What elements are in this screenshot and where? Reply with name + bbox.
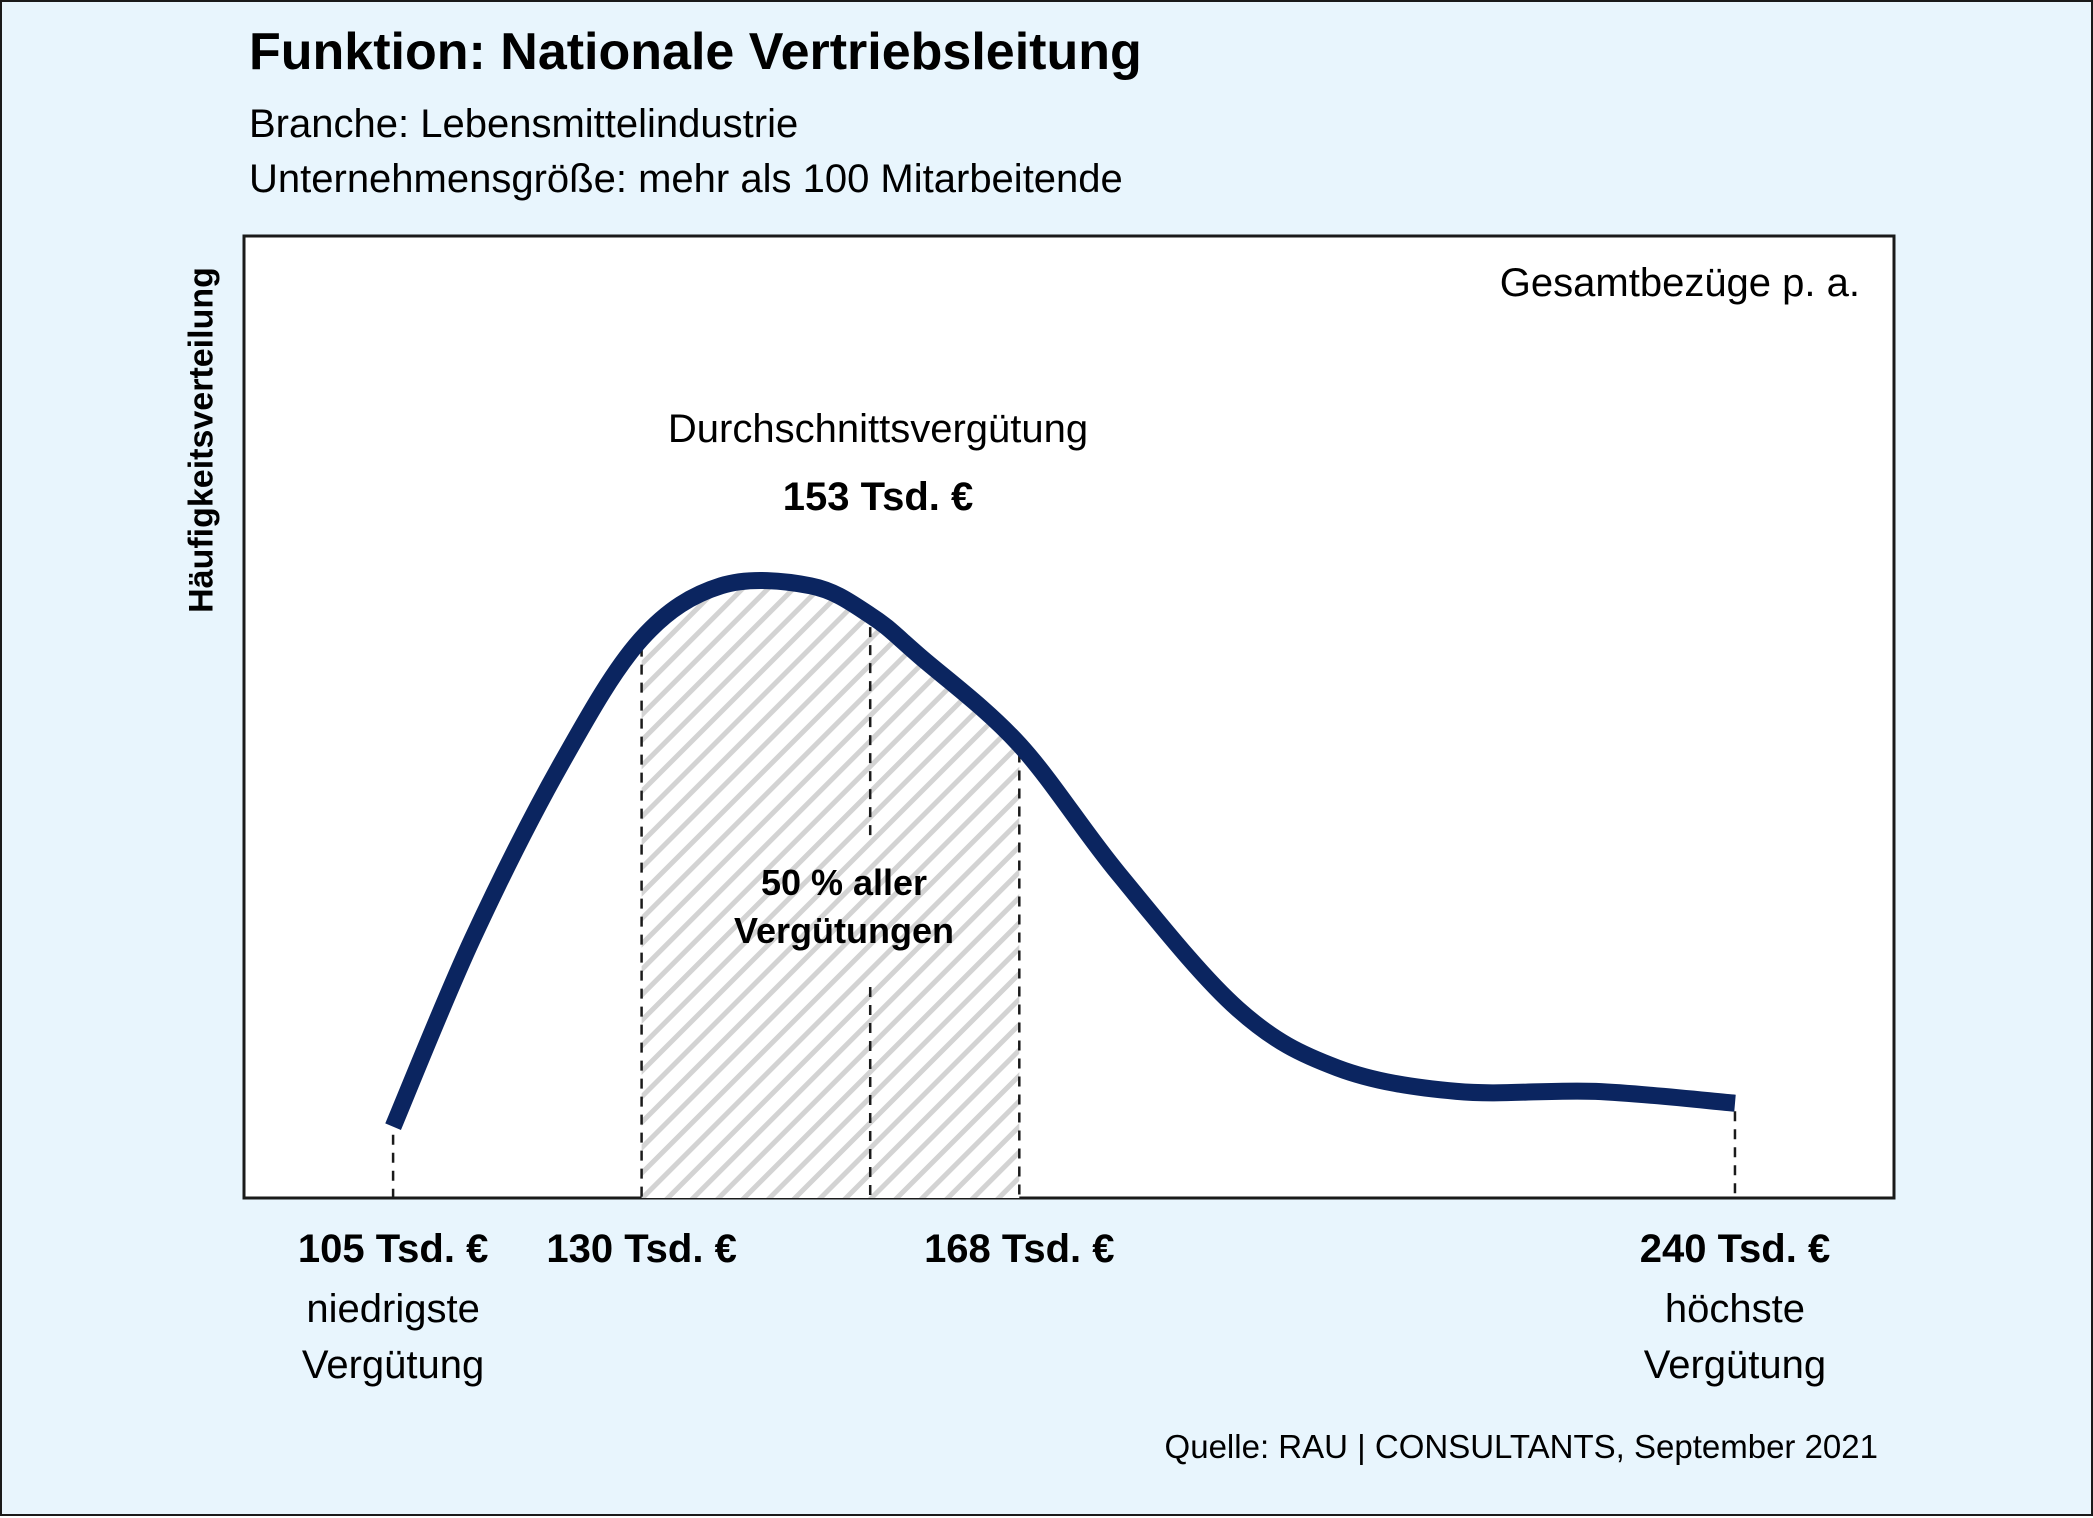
tick-desc-105-line-2: Vergütung [302,1343,484,1387]
tick-label-168: 168 Tsd. € [924,1227,1114,1271]
shaded-band-area [641,580,1020,1198]
source-note: Quelle: RAU | CONSULTANTS, September 202… [1164,1428,1878,1465]
company-size-subtitle: Unternehmensgröße: mehr als 100 Mitarbei… [249,157,1123,201]
tick-desc-105-line-1: niedrigste [306,1287,479,1331]
tick-label-130: 130 Tsd. € [546,1227,736,1271]
average-value: 153 Tsd. € [783,475,973,519]
tick-desc-240-line-2: Vergütung [1644,1343,1826,1387]
tick-desc-240-line-1: höchste [1665,1287,1805,1331]
corner-label: Gesamtbezüge p. a. [1500,261,1860,305]
tick-label-105: 105 Tsd. € [298,1227,488,1271]
band-label-line-2: Vergütungen [734,910,954,951]
tick-label-240: 240 Tsd. € [1640,1227,1830,1271]
industry-subtitle: Branche: Lebensmittelindustrie [249,102,799,146]
chart-title: Funktion: Nationale Vertriebsleitung [249,23,1142,81]
plot-area [242,234,1896,1200]
band-label-line-1: 50 % aller [761,862,927,903]
average-label: Durchschnittsvergütung [668,407,1088,451]
distribution-curve [385,572,1736,1131]
